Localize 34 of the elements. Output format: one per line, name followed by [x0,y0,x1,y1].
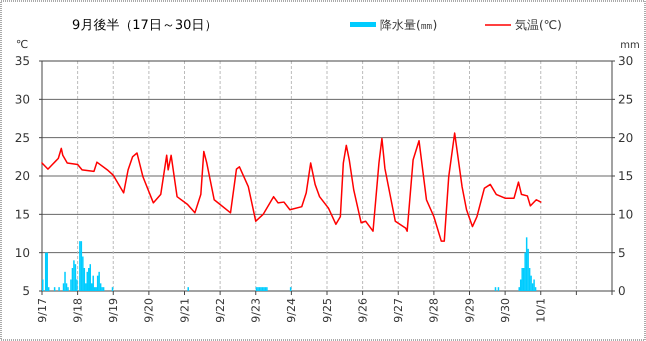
y2-axis-title: mm [620,40,640,51]
y2-tick-label: 20 [618,130,634,145]
x-tick-label: 9/24 [285,298,298,323]
x-tick-label: 9/22 [214,298,227,323]
y2-tick-label: 25 [618,92,634,107]
y-tick-label: 20 [14,169,30,184]
x-tick-label: 9/25 [320,298,334,323]
x-tick-label: 9/23 [250,298,263,323]
x-tick-label: 9/20 [142,298,156,323]
x-tick-label: 9/26 [356,298,370,323]
x-tick-label: 9/21 [178,298,192,323]
y-tick-label: 15 [14,208,30,222]
y2-tick-label: 10 [618,208,634,222]
x-tick-label: 9/28 [428,298,441,323]
x-tick-label: 9/18 [71,298,84,323]
x-tick-label: 9/17 [36,298,49,323]
y2-tick-label: 30 [618,54,634,68]
x-tick-label: 9/27 [392,298,406,323]
y-tick-label: 35 [14,54,30,68]
chart-title: 9月後半（17日～30日） [72,18,218,33]
y2-tick-label: 15 [618,169,634,184]
x-tick-label: 9/30 [498,298,512,323]
x-tick-label: 9/19 [107,298,120,323]
legend-label: 降水量(㎜) [380,18,438,32]
y-axis-title: ℃ [16,38,28,51]
y-tick-label: 10 [14,246,30,260]
y-tick-label: 25 [14,130,30,145]
y2-tick-label: 0 [618,284,626,298]
x-tick-label: 10/1 [534,298,548,323]
y-tick-label: 5 [22,284,30,298]
legend-label: 気温(℃) [515,18,562,32]
y2-tick-label: 5 [618,246,626,260]
y-tick-label: 30 [14,92,30,107]
x-tick-label: 9/29 [463,298,476,323]
